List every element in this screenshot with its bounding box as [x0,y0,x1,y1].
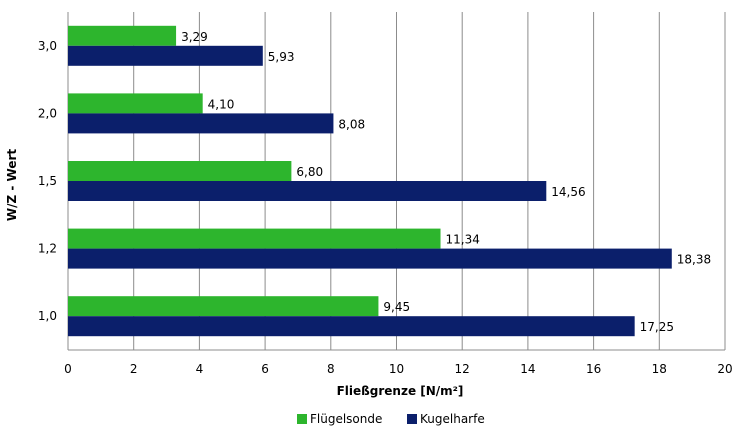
y-tick-labels: 1,0 1,2 1,5 2,0 3,0 [38,39,57,323]
y-tick-label: 1,5 [38,174,57,188]
data-label: 4,10 [208,97,235,111]
x-tick-label: 0 [64,362,72,376]
x-tick-label: 4 [196,362,204,376]
data-label: 5,93 [268,50,295,64]
bar-kugelharfe [68,181,547,201]
bars [68,25,672,337]
y-tick-label: 2,0 [38,106,57,120]
x-tick-labels: 0 2 4 6 8 10 12 14 16 18 20 [64,362,732,376]
data-label: 9,45 [383,300,410,314]
x-tick-label: 18 [652,362,667,376]
y-axis-title: W/Z - Wert [5,149,19,222]
data-labels: 9,45 17,25 11,34 18,38 6,80 14,56 4,10 8,08 3,29… [181,30,711,334]
y-tick-label: 3,0 [38,39,57,53]
bar-fluegelsonde [68,93,203,114]
data-label: 8,08 [338,117,365,131]
x-tick-label: 2 [130,362,138,376]
x-tick-label: 14 [520,362,535,376]
x-tick-label: 6 [261,362,269,376]
x-axis-title: Fließgrenze [N/m²] [337,384,464,398]
data-label: 18,38 [677,253,711,267]
data-label: 14,56 [551,185,585,199]
x-tick-label: 16 [586,362,601,376]
y-tick-label: 1,0 [38,309,57,323]
x-tick-label: 20 [717,362,732,376]
bar-fluegelsonde [68,25,177,46]
x-tick-label: 12 [455,362,470,376]
bar-kugelharfe [68,113,334,134]
data-label: 6,80 [296,165,323,179]
bar-fluegelsonde [68,296,379,317]
bar-kugelharfe [68,248,672,269]
bar-kugelharfe [68,316,635,337]
legend: Flügelsonde Kugelharfe [297,412,485,426]
legend-label-kugelharfe: Kugelharfe [420,412,485,426]
y-tick-label: 1,2 [38,242,57,256]
bar-fluegelsonde [68,228,441,249]
bar-kugelharfe [68,45,263,66]
bar-fluegelsonde [68,161,292,181]
legend-swatch-kugelharfe [407,414,417,424]
legend-swatch-fluegelsonde [297,414,307,424]
x-tick-label: 10 [389,362,404,376]
x-tick-label: 8 [327,362,335,376]
legend-label-fluegelsonde: Flügelsonde [310,412,382,426]
data-label: 11,34 [446,233,480,247]
data-label: 3,29 [181,30,208,44]
data-label: 17,25 [640,320,674,334]
